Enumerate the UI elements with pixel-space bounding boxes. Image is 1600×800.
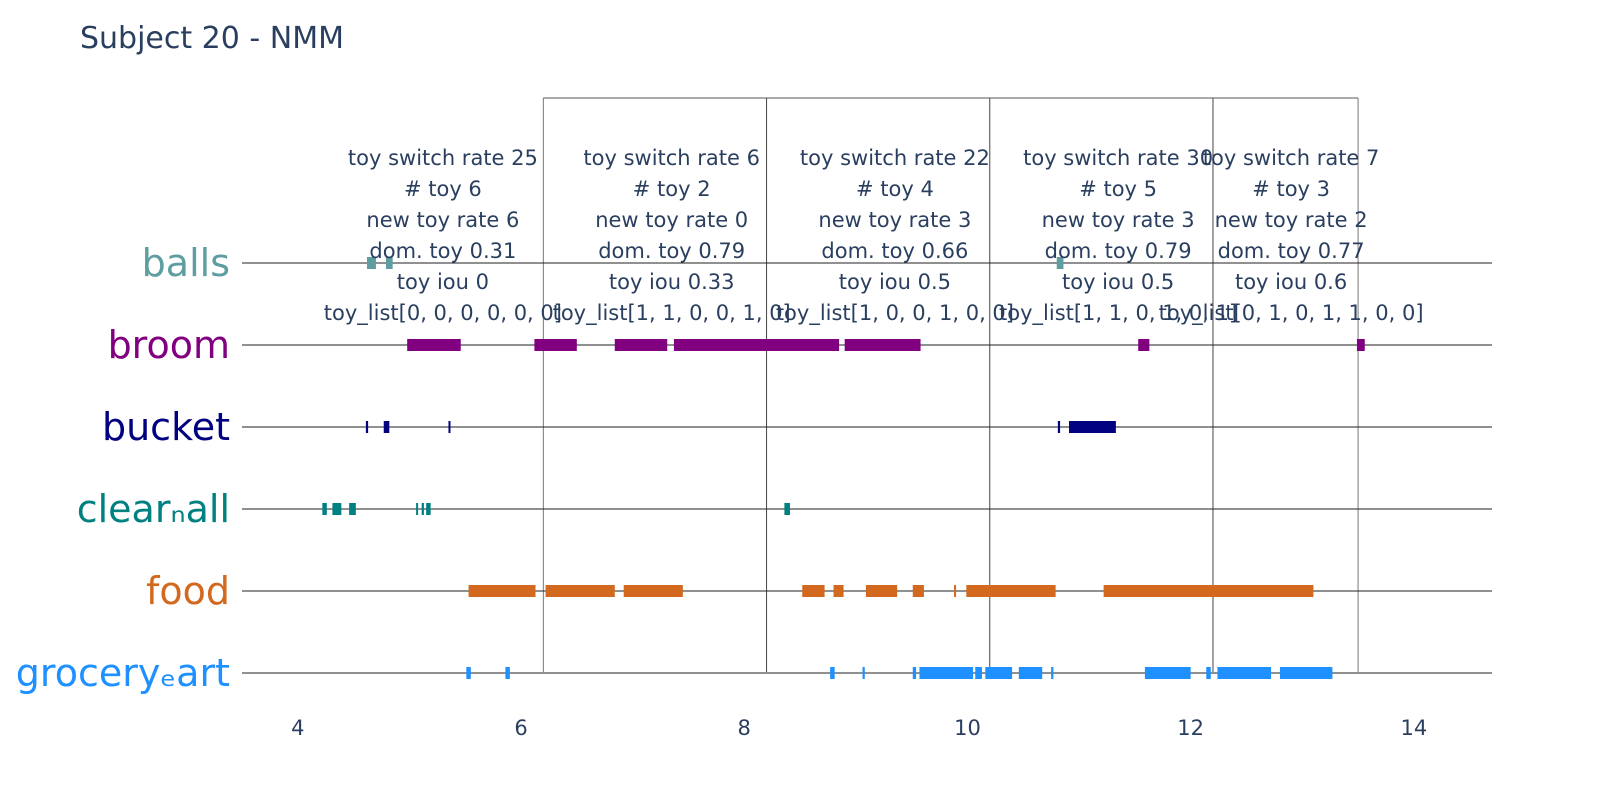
- window-annotation-line: # toy 2: [633, 177, 711, 201]
- chart-title: Subject 20 - NMM: [80, 21, 344, 56]
- window-annotation-line: new toy rate 2: [1215, 208, 1368, 232]
- window-annotation-line: # toy 5: [1079, 177, 1157, 201]
- category-label-balls: balls: [142, 241, 230, 285]
- window-annotation-line: toy_list[1, 0, 0, 1, 0, 0]: [776, 301, 1014, 326]
- interval-bar-food: [833, 585, 844, 597]
- interval-bar-broom: [534, 339, 577, 351]
- window-annotation-line: toy iou 0.5: [1062, 270, 1174, 294]
- window-annotation-line: toy switch rate 25: [348, 146, 538, 170]
- window-annotation-line: toy_list[1, 1, 0, 0, 1, 0]: [553, 301, 791, 326]
- interval-bar-bucket: [383, 421, 390, 433]
- x-axis-ticks: 4 6 8 10 12 14: [291, 716, 1427, 740]
- interval-bar-clear_ball: [426, 503, 431, 515]
- interval-bar-clear_ball: [332, 503, 342, 515]
- window-annotation-line: toy iou 0.33: [609, 270, 735, 294]
- interval-bar-food: [802, 585, 825, 597]
- interval-bar-grocery_cart: [912, 667, 917, 679]
- interval-bar-food: [1103, 585, 1314, 597]
- interval-bar-food: [966, 585, 1056, 597]
- interval-bar-grocery_cart: [1279, 667, 1333, 679]
- interval-bar-broom: [673, 339, 840, 351]
- window-annotation-line: toy_list[0, 1, 0, 1, 1, 0, 0]: [1159, 301, 1424, 326]
- window-annotation-line: toy switch rate 7: [1203, 146, 1380, 170]
- interval-bar-broom: [407, 339, 461, 351]
- x-tick-label: 14: [1401, 716, 1428, 740]
- window-annotation-line: toy switch rate 6: [583, 146, 760, 170]
- window-annotation-line: # toy 4: [856, 177, 934, 201]
- x-tick-label: 10: [954, 716, 981, 740]
- window-annotation-line: dom. toy 0.79: [1045, 239, 1192, 263]
- interval-bar-clear_ball: [784, 503, 790, 515]
- interval-bar-bucket: [365, 421, 369, 433]
- interval-bar-grocery_cart: [1206, 667, 1211, 679]
- interval-bar-food: [623, 585, 683, 597]
- x-tick-label: 12: [1177, 716, 1204, 740]
- interval-bar-grocery_cart: [505, 667, 510, 679]
- interval-bar-balls: [367, 257, 376, 269]
- interval-bar-clear_ball: [421, 503, 424, 515]
- x-tick-label: 8: [738, 716, 751, 740]
- category-label-bucket: bucket: [102, 405, 230, 449]
- category-label-broom: broom: [108, 323, 230, 367]
- window-annotation-line: dom. toy 0.79: [598, 239, 745, 263]
- window-annotation-line: toy_list[1, 1, 0, 1, 0, 1]: [999, 301, 1237, 326]
- interval-bar-food: [865, 585, 898, 597]
- interval-bar-grocery_cart: [862, 667, 865, 679]
- category-labels: balls broom bucket clearₙall food groceryₑart: [16, 241, 230, 695]
- interval-bar-grocery_cart: [919, 667, 974, 679]
- category-label-clear_ball: clearₙall: [77, 487, 230, 531]
- interval-bars: [322, 257, 1365, 679]
- interval-bar-bucket: [1057, 421, 1061, 433]
- interval-bar-grocery_cart: [466, 667, 471, 679]
- window-annotation-line: dom. toy 0.31: [369, 239, 516, 263]
- interval-bar-broom: [844, 339, 921, 351]
- interval-bar-food: [912, 585, 924, 597]
- interval-bar-bucket: [1069, 421, 1116, 433]
- interval-bar-balls: [1056, 257, 1064, 269]
- interval-bar-grocery_cart: [1051, 667, 1054, 679]
- window-annotation-line: new toy rate 3: [1042, 208, 1195, 232]
- interval-bar-clear_ball: [322, 503, 327, 515]
- interval-bar-broom: [614, 339, 668, 351]
- window-annotation-line: toy_list[0, 0, 0, 0, 0, 0]: [324, 301, 562, 326]
- window-annotation-line: # toy 3: [1252, 177, 1330, 201]
- window-annotation-line: dom. toy 0.66: [821, 239, 968, 263]
- interval-bar-grocery_cart: [1144, 667, 1191, 679]
- interval-bar-grocery_cart: [975, 667, 982, 679]
- interval-bar-broom: [1138, 339, 1150, 351]
- category-label-food: food: [146, 569, 230, 613]
- category-label-grocery_cart: groceryₑart: [16, 651, 230, 695]
- interval-bar-grocery_cart: [1018, 667, 1043, 679]
- window-annotation-line: new toy rate 0: [595, 208, 748, 232]
- window-annotation-line: toy switch rate 30: [1023, 146, 1213, 170]
- window-boundaries: [542, 97, 1359, 672]
- window-annotation-line: toy iou 0.6: [1235, 270, 1347, 294]
- window-annotation-line: dom. toy 0.77: [1218, 239, 1365, 263]
- interval-bar-balls: [385, 257, 393, 269]
- interval-bar-clear_ball: [349, 503, 356, 515]
- window-annotation-line: toy iou 0: [397, 270, 489, 294]
- interval-bar-food: [468, 585, 536, 597]
- x-tick-label: 6: [514, 716, 527, 740]
- interval-bar-grocery_cart: [1217, 667, 1272, 679]
- window-annotations: toy switch rate 25 # toy 6 new toy rate 6 d…: [324, 146, 1424, 326]
- interval-bar-bucket: [448, 421, 451, 433]
- interval-bar-grocery_cart: [985, 667, 1013, 679]
- window-annotation-line: # toy 6: [404, 177, 482, 201]
- window-annotation-line: toy iou 0.5: [839, 270, 951, 294]
- x-tick-label: 4: [291, 716, 304, 740]
- window-annotation-line: new toy rate 6: [366, 208, 519, 232]
- window-annotation-line: toy switch rate 22: [800, 146, 990, 170]
- interval-bar-clear_ball: [416, 503, 419, 515]
- interval-bar-food: [954, 585, 957, 597]
- interval-bar-grocery_cart: [830, 667, 835, 679]
- interval-bar-food: [545, 585, 615, 597]
- window-annotation-line: new toy rate 3: [818, 208, 971, 232]
- interval-bar-broom: [1356, 339, 1365, 351]
